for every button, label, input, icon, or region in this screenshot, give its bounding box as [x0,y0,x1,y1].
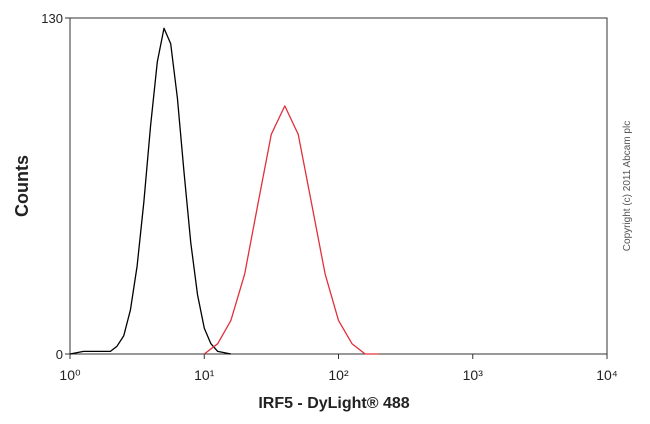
x-tick-label: 10² [328,367,349,383]
x-tick-label: 10⁰ [59,367,81,383]
x-tick-label: 10¹ [194,367,215,383]
y-tick-label: 130 [41,11,63,26]
histogram-line [203,105,379,355]
x-axis-label: IRF5 - DyLight® 488 [258,395,409,412]
x-tick-label: 10³ [463,367,484,383]
x-tick-label: 10⁴ [596,367,618,383]
copyright: Copyright (c) 2011 Abcam plc [622,121,633,251]
histogram-line [69,27,232,355]
y-axis-label: Counts [12,155,32,217]
y-tick-label: 0 [56,347,63,362]
plot-frame [69,17,608,355]
